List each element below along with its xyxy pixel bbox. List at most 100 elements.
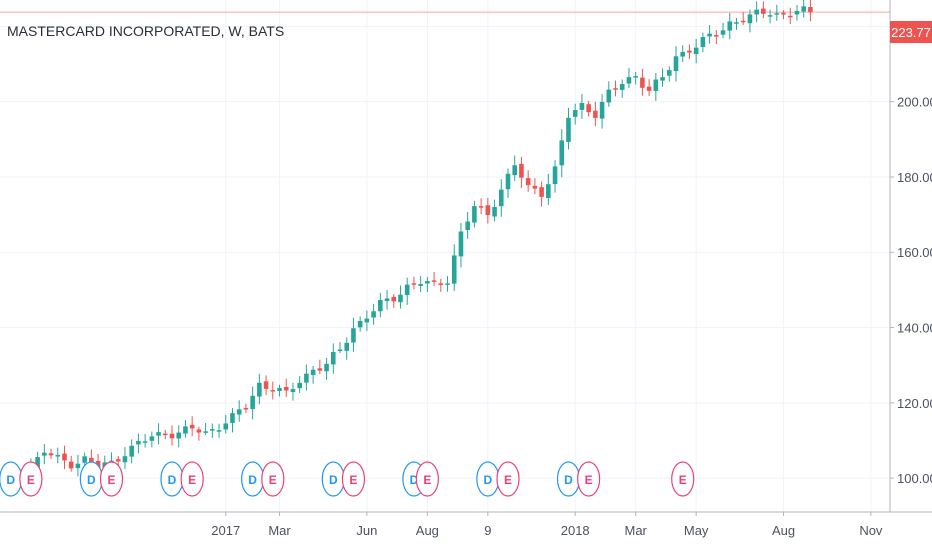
candle[interactable] [747, 9, 753, 33]
dividend-marker[interactable]: D [241, 461, 265, 497]
candle[interactable] [42, 443, 47, 465]
candle[interactable] [666, 66, 672, 82]
candle[interactable] [512, 155, 518, 181]
dividend-marker[interactable]: D [476, 461, 500, 497]
candle[interactable] [767, 9, 773, 24]
candle[interactable] [236, 400, 242, 422]
candle[interactable] [68, 455, 74, 472]
candle[interactable] [801, 0, 806, 18]
candle[interactable] [344, 337, 350, 360]
candle[interactable] [317, 359, 323, 375]
candle[interactable] [552, 160, 558, 193]
candle[interactable] [136, 433, 141, 454]
earnings-marker[interactable]: E [99, 461, 124, 497]
candle[interactable] [162, 429, 168, 440]
candle[interactable] [640, 68, 645, 96]
candle[interactable] [740, 12, 746, 25]
candle[interactable] [754, 1, 759, 23]
candle[interactable] [404, 277, 410, 305]
candle[interactable] [223, 414, 229, 434]
candle[interactable] [364, 310, 370, 332]
candle[interactable] [519, 157, 524, 188]
candle[interactable] [720, 22, 726, 39]
candle[interactable] [129, 439, 134, 464]
candle[interactable] [411, 276, 417, 290]
candle[interactable] [216, 423, 222, 438]
earnings-marker[interactable]: E [341, 461, 366, 497]
candle[interactable] [505, 168, 511, 198]
candle[interactable] [250, 386, 255, 420]
candle[interactable] [62, 445, 67, 470]
candle[interactable] [646, 79, 652, 96]
dividend-marker[interactable]: D [556, 461, 581, 497]
candle[interactable] [566, 107, 571, 150]
candle[interactable] [546, 173, 551, 205]
candle[interactable] [277, 384, 282, 397]
candle[interactable] [653, 73, 659, 101]
candle[interactable] [458, 223, 464, 268]
candle[interactable] [330, 343, 336, 374]
candle[interactable] [438, 278, 444, 292]
candle[interactable] [48, 448, 54, 459]
candle[interactable] [619, 79, 625, 98]
candle[interactable] [425, 277, 430, 293]
candle[interactable] [270, 381, 276, 400]
candle[interactable] [673, 46, 679, 82]
candle[interactable] [734, 18, 739, 30]
candle[interactable] [781, 10, 786, 20]
candle[interactable] [337, 342, 343, 354]
candle[interactable] [283, 378, 289, 397]
candle[interactable] [142, 433, 148, 448]
candle[interactable] [156, 423, 161, 445]
candle[interactable] [599, 94, 605, 129]
candle[interactable] [55, 447, 61, 464]
candle[interactable] [210, 423, 215, 438]
candle[interactable] [687, 44, 692, 59]
candle[interactable] [707, 25, 712, 44]
candle[interactable] [465, 212, 470, 239]
candle[interactable] [75, 454, 81, 477]
candle[interactable] [761, 1, 766, 19]
candle[interactable] [572, 103, 578, 125]
candle[interactable] [290, 382, 296, 401]
earnings-marker[interactable]: E [180, 461, 204, 497]
candle[interactable] [714, 30, 719, 45]
candle[interactable] [122, 447, 128, 469]
candle[interactable] [203, 423, 208, 436]
candle[interactable] [391, 293, 397, 308]
earnings-marker[interactable]: E [577, 461, 601, 497]
candle[interactable] [451, 244, 457, 291]
dividend-marker[interactable]: D [321, 461, 345, 497]
candle[interactable] [498, 179, 504, 217]
earnings-marker[interactable]: E [671, 461, 695, 497]
candle[interactable] [808, 0, 813, 22]
candle[interactable] [297, 376, 302, 393]
candle[interactable] [196, 426, 202, 441]
candle[interactable] [586, 100, 591, 117]
candle[interactable] [431, 271, 437, 287]
candle[interactable] [613, 80, 618, 97]
earnings-marker[interactable]: E [19, 461, 43, 497]
candle[interactable] [304, 364, 309, 391]
candle[interactable] [384, 289, 390, 310]
candle[interactable] [149, 431, 155, 448]
candle[interactable] [310, 366, 316, 384]
candle[interactable] [169, 425, 175, 446]
candle[interactable] [478, 198, 484, 215]
candle[interactable] [492, 199, 497, 222]
candle[interactable] [371, 303, 376, 325]
candle[interactable] [727, 12, 733, 40]
candle[interactable] [445, 276, 450, 292]
earnings-marker[interactable]: E [261, 461, 285, 497]
candle[interactable] [633, 71, 638, 85]
earnings-marker[interactable]: E [415, 461, 439, 497]
candle[interactable] [532, 178, 538, 195]
candle[interactable] [693, 38, 699, 64]
dividend-marker[interactable]: D [160, 461, 184, 497]
candle[interactable] [263, 375, 269, 396]
candle[interactable] [183, 419, 188, 438]
time-axis[interactable]: 2017 Mar Jun Aug 9 2018 Mar May Aug Nov [211, 512, 883, 538]
candle[interactable] [559, 129, 565, 178]
candle[interactable] [257, 373, 262, 405]
